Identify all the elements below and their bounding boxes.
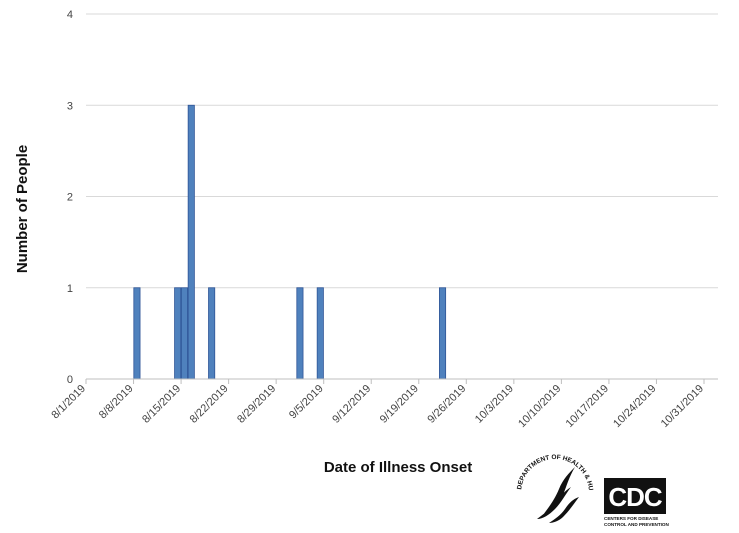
cdc-tagline-2: CONTROL AND PREVENTION [604,522,670,527]
hhs-logo: DEPARTMENT OF HEALTH & HUMAN SERVICES US… [516,454,594,523]
bar [174,287,182,380]
bar [187,104,195,380]
x-tick-label: 10/10/2019 [516,383,563,430]
bar [316,287,324,380]
bar [439,287,447,380]
x-tick-label: 8/1/2019 [49,383,88,422]
y-axis: 0 1 2 3 4 [67,9,73,386]
y-tick-label: 0 [67,374,73,386]
x-axis-title: Date of Illness Onset [324,459,472,476]
x-tick-label: 9/5/2019 [287,383,326,422]
x-tick-label: 8/22/2019 [188,383,231,426]
x-tick-label: 8/29/2019 [235,383,278,426]
y-tick-label: 2 [67,192,73,204]
x-tick-label: 9/26/2019 [425,383,468,426]
x-tick-label: 10/31/2019 [659,383,706,430]
x-tick-label: 10/3/2019 [473,383,516,426]
bars [133,104,447,380]
cdc-logo: CDC CENTERS FOR DISEASE CONTROL AND PREV… [604,478,670,527]
x-tick-label: 9/19/2019 [378,383,421,426]
x-axis: 8/1/2019 8/8/2019 8/15/2019 8/22/2019 8/29/2… [49,378,718,430]
x-tick-label: 8/15/2019 [140,383,183,426]
x-tick-label: 9/12/2019 [330,383,373,426]
bar [180,287,188,380]
y-tick-label: 4 [67,9,73,21]
gridlines [86,13,718,289]
eagle-icon [537,467,579,523]
cdc-tagline-1: CENTERS FOR DISEASE [604,516,658,521]
cdc-logo-text: CDC [608,482,663,512]
bar [208,287,216,380]
hhs-logo-text: DEPARTMENT OF HEALTH & HUMAN SERVICES US… [516,454,594,495]
y-tick-label: 1 [67,283,73,295]
svg-text:DEPARTMENT OF HEALTH & HUMAN S: DEPARTMENT OF HEALTH & HUMAN SERVICES US… [516,454,594,495]
x-tick-label: 10/24/2019 [611,383,658,430]
bar [133,287,141,380]
x-tick-label: 10/17/2019 [564,383,611,430]
y-axis-title: Number of People [14,145,31,273]
y-tick-label: 3 [67,100,73,112]
bar [296,287,304,380]
x-tick-label: 8/8/2019 [97,383,136,422]
